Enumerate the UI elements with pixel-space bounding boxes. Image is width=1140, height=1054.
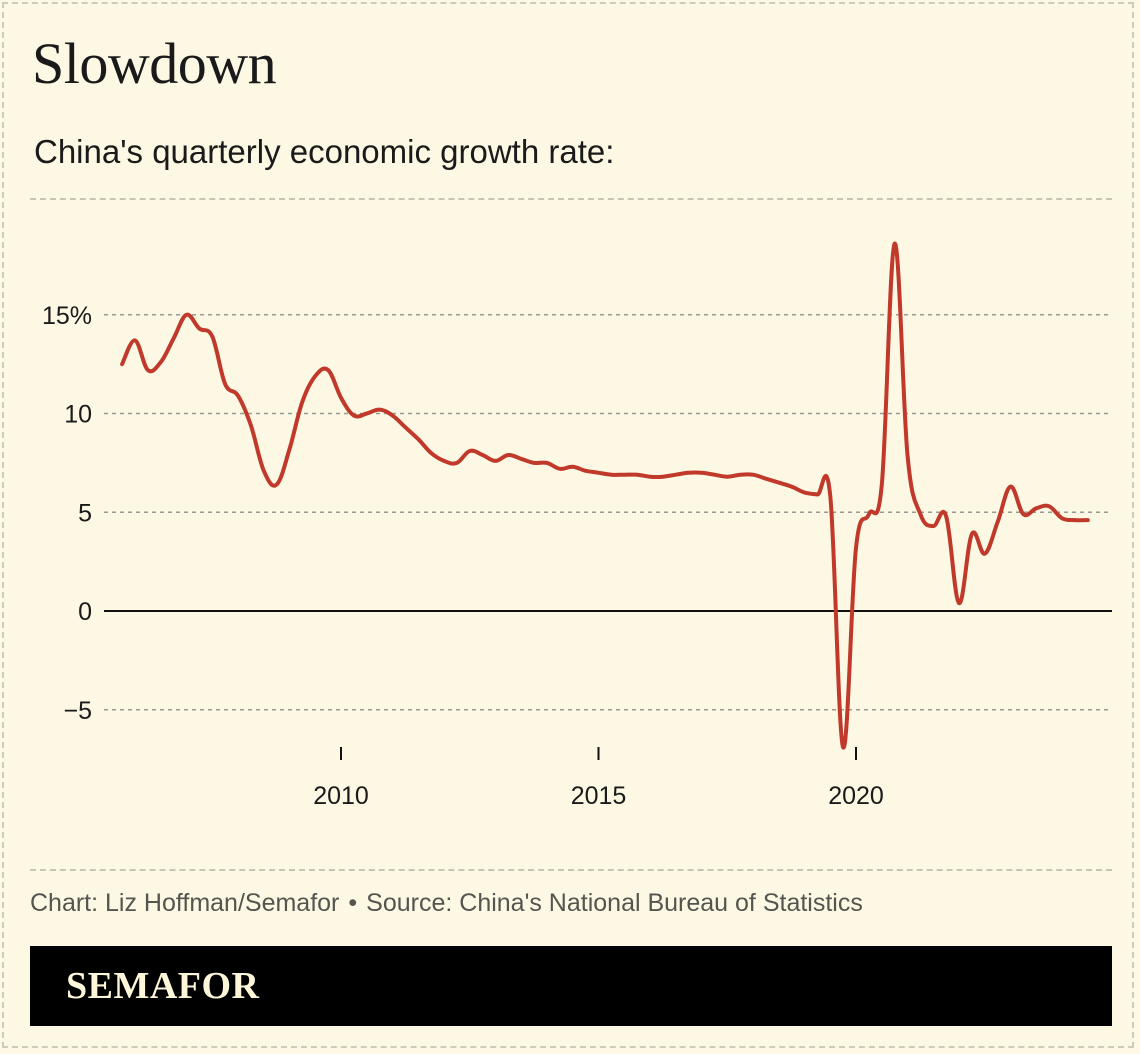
series-line-0 [120,241,1090,750]
page-title: Slowdown [32,31,277,96]
y-tick-label: 0 [78,598,92,626]
top-divider [30,198,1112,200]
chart-credit: Chart: Liz Hoffman/Semafor [30,889,340,917]
data-source: Source: China's National Bureau of Stati… [366,889,863,917]
brand-bar: SEMAFOR [30,946,1112,1026]
y-tick-label: 15% [42,302,92,330]
chart-subtitle: China's quarterly economic growth rate: [34,133,615,170]
x-tick-label: 2010 [313,782,369,810]
line-chart: −5 0 5 10 15% 2010 2015 2020 [42,241,1112,810]
y-tick-label: −5 [63,697,92,725]
semafor-logo[interactable]: SEMAFOR [66,965,260,1007]
series-layer [120,241,1090,750]
source-line: Chart: Liz Hoffman/Semafor • Source: Chi… [30,886,863,920]
separator-dot: • [348,889,358,917]
y-tick-label: 10 [64,401,92,429]
grid-layer [104,314,1112,711]
x-tick-label: 2015 [571,782,627,810]
y-tick-label: 5 [78,499,92,527]
axis-layer: −5 0 5 10 15% 2010 2015 2020 [42,302,884,810]
x-tick-label: 2020 [828,782,884,810]
bottom-divider [30,869,1112,871]
